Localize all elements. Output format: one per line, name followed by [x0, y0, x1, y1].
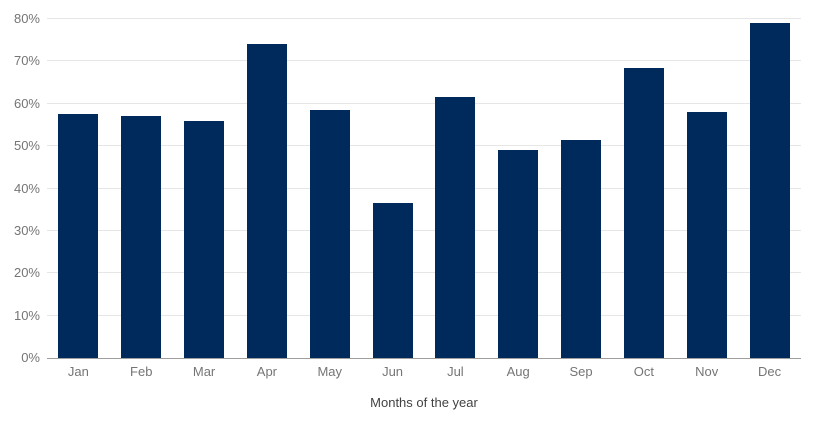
x-axis-tick-label-nov: Nov	[695, 364, 719, 379]
x-axis-tick-label-mar: Mar	[192, 364, 216, 379]
bar-band-may	[298, 19, 361, 358]
x-axis-tick-label-may: May	[317, 364, 342, 379]
gridline-30%	[47, 229, 801, 231]
bar-apr[interactable]	[246, 44, 287, 358]
x-axis-title: Months of the year	[370, 395, 478, 410]
x-axis-tick-labels: Jan Feb Mar Apr May Jun Jul Aug Sep Oct Nov Dec	[47, 364, 801, 380]
y-axis-tick-label: 30%	[13, 222, 40, 238]
bar-band-apr	[235, 19, 298, 358]
gridline-60%	[47, 102, 801, 104]
y-axis-tick-label: 40%	[13, 180, 40, 196]
bar-may[interactable]	[309, 110, 350, 358]
x-axis-tick-label-apr: Apr	[256, 364, 278, 379]
bar-feb[interactable]	[121, 116, 162, 358]
y-axis-tick-label: 20%	[13, 265, 40, 281]
x-axis-tick-label-dec: Dec	[757, 364, 782, 379]
y-axis-tick-label: 50%	[13, 138, 40, 154]
y-axis-tick-label: 0%	[21, 350, 40, 365]
gridline-80%	[47, 18, 801, 19]
x-axis-tick-label-jan: Jan	[67, 364, 89, 379]
bar-jun[interactable]	[372, 203, 413, 358]
x-axis-tick-label-feb: Feb	[130, 364, 153, 379]
bar-nov[interactable]	[686, 112, 727, 358]
bar-aug[interactable]	[498, 150, 539, 358]
bar-band-nov	[675, 19, 738, 358]
bar-band-mar	[173, 19, 236, 358]
bar-dec[interactable]	[749, 23, 790, 358]
y-axis-tick-label: 80%	[13, 11, 40, 26]
x-axis-tick-label-sep: Sep	[569, 364, 593, 379]
x-axis-tick-label-jun: Jun	[382, 364, 404, 379]
bar-jan[interactable]	[58, 114, 99, 358]
y-axis-tick-label: 60%	[13, 95, 40, 111]
bar-mar[interactable]	[184, 120, 225, 358]
bar-series	[47, 19, 801, 358]
gridline-10%	[47, 314, 801, 316]
bar-band-feb	[110, 19, 173, 358]
bar-band-dec	[738, 19, 801, 358]
bar-jul[interactable]	[435, 97, 476, 358]
x-axis-tick-label-oct: Oct	[633, 364, 654, 379]
gridline-20%	[47, 272, 801, 274]
bar-band-jun	[361, 19, 424, 358]
plot-area	[47, 18, 801, 359]
x-axis-line	[47, 358, 801, 359]
x-axis-tick-label-jul: Jul	[447, 364, 464, 379]
bar-oct[interactable]	[623, 67, 664, 358]
y-axis-tick-label: 10%	[13, 307, 40, 323]
gridline-50%	[47, 145, 801, 147]
bar-band-oct	[612, 19, 675, 358]
bar-sep[interactable]	[561, 139, 602, 358]
bar-band-jan	[47, 19, 110, 358]
bar-band-aug	[487, 19, 550, 358]
gridline-40%	[47, 187, 801, 189]
bar-band-sep	[550, 19, 613, 358]
bar-band-jul	[424, 19, 487, 358]
x-axis-tick-label-aug: Aug	[506, 364, 530, 379]
gridline-70%	[47, 60, 801, 62]
y-axis-tick-label: 70%	[13, 53, 40, 69]
